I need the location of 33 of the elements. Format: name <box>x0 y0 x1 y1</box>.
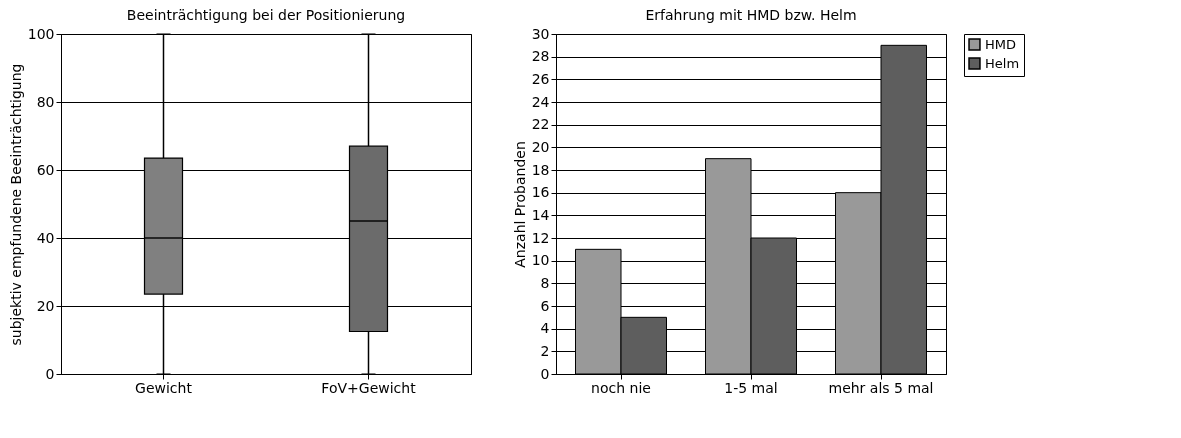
y-tick-label: 4 <box>540 320 550 337</box>
legend-label: Helm <box>985 55 1020 71</box>
y-tick-label: 40 <box>36 229 55 246</box>
y-axis-title: subjektiv empfundene Beeinträchtigung <box>7 63 24 346</box>
x-tick-label: noch nie <box>591 379 651 396</box>
y-tick-label: 60 <box>36 161 55 178</box>
legend-label: HMD <box>985 36 1017 52</box>
x-tick-label: FoV+Gewicht <box>321 379 417 396</box>
x-tick-label: Gewicht <box>135 379 193 396</box>
x-tick-label: 1-5 mal <box>724 379 778 396</box>
x-tick-label: mehr als 5 mal <box>828 379 934 396</box>
chart-title: Beeinträchtigung bei der Positionierung <box>126 7 406 23</box>
y-tick-label: 10 <box>531 252 550 269</box>
y-tick-label: 12 <box>531 229 550 246</box>
y-tick-label: 80 <box>36 93 55 110</box>
y-axis-title: Anzahl Probanden <box>511 141 528 268</box>
y-tick-label: 22 <box>531 116 550 133</box>
y-tick-label: 0 <box>540 365 550 382</box>
y-tick-label: 6 <box>540 297 550 314</box>
y-tick-label: 100 <box>27 25 55 42</box>
y-tick-label: 16 <box>531 184 550 201</box>
y-tick-label: 24 <box>531 93 550 110</box>
y-tick-label: 18 <box>531 161 550 178</box>
y-tick-label: 8 <box>540 274 550 291</box>
y-tick-label: 0 <box>45 365 55 382</box>
chart-title: Erfahrung mit HMD bzw. Helm <box>645 7 857 23</box>
y-tick-label: 28 <box>531 48 550 65</box>
y-tick-label: 20 <box>36 297 55 314</box>
y-tick-label: 26 <box>531 70 550 87</box>
y-tick-label: 30 <box>531 25 550 42</box>
y-tick-label: 14 <box>531 206 550 223</box>
y-tick-label: 20 <box>531 138 550 155</box>
y-tick-label: 2 <box>540 342 550 359</box>
